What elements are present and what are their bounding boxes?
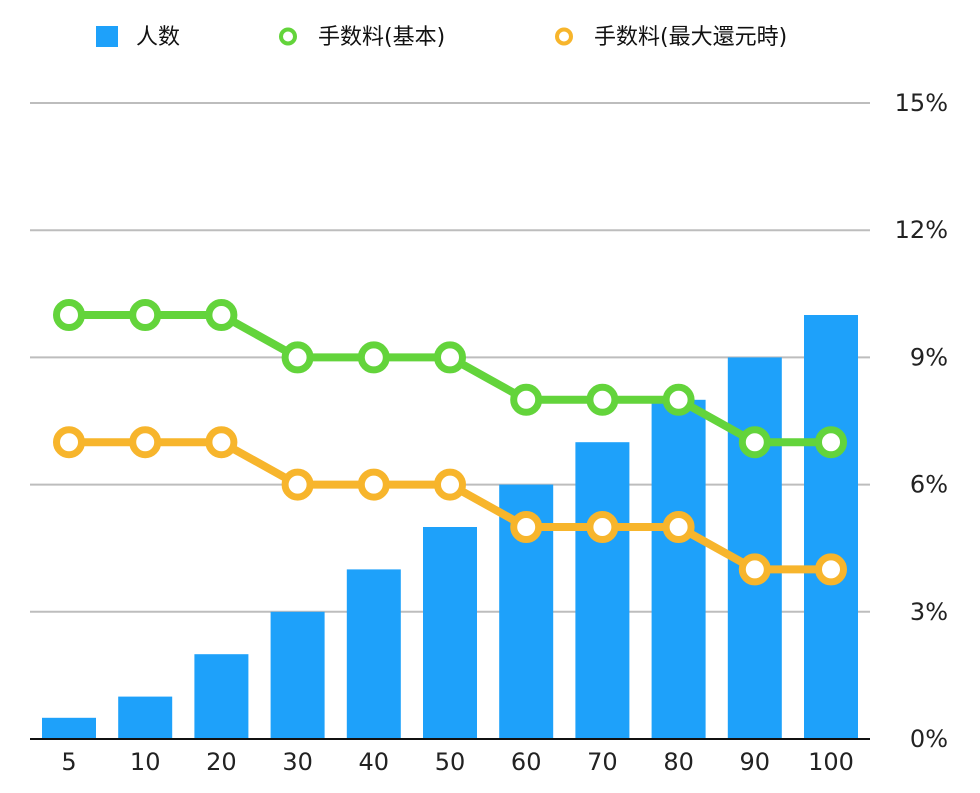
x-tick-label: 80 (663, 748, 694, 776)
data-point-80 (662, 383, 695, 416)
data-point-100 (815, 553, 847, 586)
y-tick-label: 15% (895, 89, 948, 117)
line-series-1 (53, 426, 847, 586)
data-point-20 (205, 299, 238, 331)
x-tick-label: 10 (130, 748, 161, 776)
data-point-10 (129, 426, 162, 459)
data-point-60 (510, 383, 543, 416)
data-point-60 (510, 511, 543, 543)
data-point-50 (434, 468, 466, 501)
data-point-80 (662, 511, 695, 543)
data-point-50 (434, 341, 466, 374)
series-line (65, 311, 835, 447)
legend-swatch (96, 26, 118, 47)
data-point-30 (281, 468, 314, 501)
data-point-5 (53, 299, 85, 331)
y-tick-label: 6% (910, 471, 948, 499)
data-point-10 (129, 299, 162, 331)
x-tick-labels: 5 10 20 30 40 50 60 70 80 90 100 (61, 748, 854, 776)
x-tick-label: 40 (359, 748, 390, 776)
bar-70 (575, 442, 630, 739)
line-series (53, 299, 847, 586)
legend-label: 手数料(最大還元時) (594, 25, 787, 50)
x-tick-label: 5 (61, 748, 76, 776)
x-tick-label: 20 (206, 748, 237, 776)
data-point-100 (815, 426, 847, 459)
data-point-90 (738, 426, 771, 459)
line-series-0 (53, 299, 847, 459)
x-tick-label: 90 (740, 748, 771, 776)
bar-10 (118, 696, 173, 739)
x-tick-label: 70 (587, 748, 618, 776)
legend-item: 手数料(最大還元時) (555, 25, 787, 50)
bar-5 (42, 717, 96, 739)
bar-80 (651, 399, 706, 739)
y-tick-labels: 0% 3% 6% 9% 12% 15% (895, 89, 948, 753)
legend-marker (555, 27, 573, 46)
bar-90 (727, 357, 782, 739)
x-tick-label: 50 (435, 748, 466, 776)
legend-label: 人数 (136, 25, 180, 50)
bar-100 (804, 315, 858, 739)
bar-40 (346, 569, 401, 739)
bar-series-people (42, 315, 858, 739)
y-tick-label: 12% (895, 216, 948, 244)
bar-50 (423, 527, 477, 739)
data-point-30 (281, 341, 314, 374)
x-tick-label: 30 (282, 748, 313, 776)
data-point-5 (53, 426, 85, 459)
bar-20 (194, 654, 249, 739)
x-tick-label: 100 (808, 748, 854, 776)
y-tick-label: 0% (910, 725, 948, 753)
legend: 人数 手数料(基本) 手数料(最大還元時) (96, 25, 787, 50)
data-point-70 (586, 511, 619, 543)
data-point-70 (586, 383, 619, 416)
data-point-20 (205, 426, 238, 459)
data-point-40 (357, 341, 390, 374)
x-tick-label: 60 (511, 748, 542, 776)
legend-marker (279, 27, 297, 46)
legend-item: 手数料(基本) (279, 25, 445, 50)
legend-label: 手数料(基本) (318, 25, 445, 50)
data-point-90 (738, 553, 771, 586)
legend-item: 人数 (96, 25, 180, 50)
y-tick-label: 3% (910, 598, 948, 626)
bar-30 (270, 611, 325, 739)
y-tick-label: 9% (910, 343, 948, 371)
data-point-40 (357, 468, 390, 501)
